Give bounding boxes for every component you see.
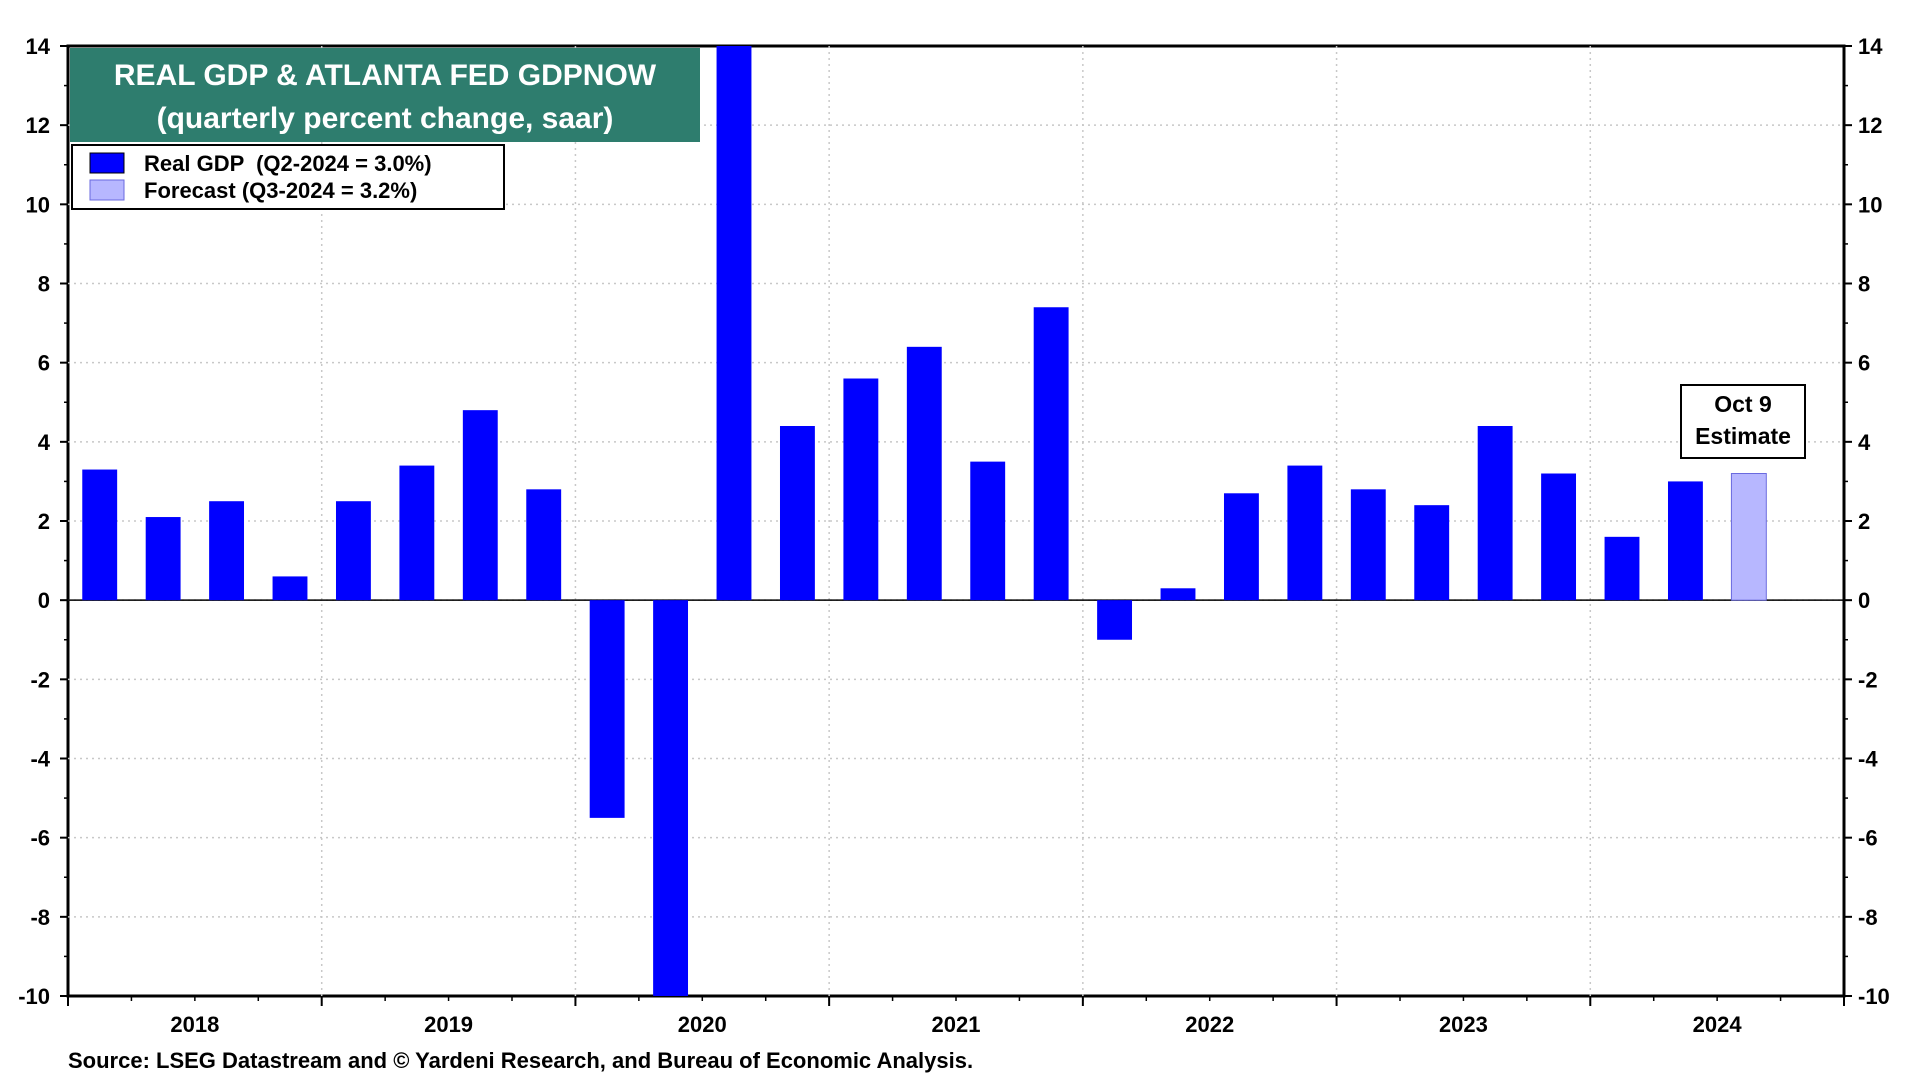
y-tick-label-right: 6 [1858, 351, 1870, 376]
y-tick-label-right: 10 [1858, 192, 1882, 217]
y-axis-ticks: 14 14 12 12 10 10 8 8 6 6 4 4 2 2 0 0 -2 -2 -4 -4 -6 -6 -8 -8 -1… [18, 34, 1890, 1009]
bar-real-gdp [970, 461, 1006, 601]
bar-real-gdp [335, 501, 371, 601]
y-tick-label-right: 4 [1858, 430, 1871, 455]
y-tick-label-left: 6 [38, 351, 50, 376]
x-year-label: 2018 [170, 1012, 219, 1037]
annotation-line-1: Oct 9 [1714, 391, 1772, 417]
bar-real-gdp [779, 426, 815, 601]
y-tick-label-right: -4 [1858, 747, 1878, 772]
bar-real-gdp [272, 576, 308, 601]
x-year-label: 2022 [1185, 1012, 1234, 1037]
bar-real-gdp [589, 600, 625, 818]
bar-real-gdp [653, 600, 689, 996]
bar-forecast [1730, 473, 1767, 601]
y-tick-label-right: 12 [1858, 113, 1882, 138]
y-tick-label-left: -10 [18, 984, 50, 1009]
x-year-label: 2024 [1693, 1012, 1743, 1037]
y-tick-label-left: -4 [30, 747, 50, 772]
x-year-label: 2020 [678, 1012, 727, 1037]
y-tick-label-right: -6 [1858, 826, 1878, 851]
bar-real-gdp [82, 469, 118, 601]
y-tick-label-left: 2 [38, 509, 50, 534]
y-tick-label-left: 10 [26, 192, 50, 217]
bar-real-gdp [1033, 307, 1069, 601]
bar-real-gdp [1541, 473, 1577, 601]
x-year-label: 2019 [424, 1012, 473, 1037]
source-note: Source: LSEG Datastream and © Yardeni Re… [68, 1048, 973, 1073]
bar-real-gdp [399, 465, 435, 601]
bar-real-gdp [1097, 600, 1133, 640]
y-tick-label-right: -8 [1858, 905, 1878, 930]
y-tick-label-left: 8 [38, 272, 50, 297]
bar-real-gdp [145, 517, 181, 601]
annotation-line-2: Estimate [1695, 423, 1791, 449]
bar-real-gdp [1414, 505, 1450, 601]
chart-subtitle: (quarterly percent change, saar) [157, 102, 614, 135]
bar-real-gdp [1667, 481, 1703, 601]
y-tick-label-left: -6 [30, 826, 50, 851]
x-axis-years: 2018 2019 2020 2021 2022 2023 2024 [67, 996, 1845, 1037]
legend: Real GDP (Q2-2024 = 3.0%) Forecast (Q3-2… [71, 144, 505, 210]
y-tick-label-right: -2 [1858, 667, 1878, 692]
legend-swatch-forecast [89, 179, 125, 201]
y-tick-label-right: 0 [1858, 588, 1870, 613]
bar-real-gdp [1160, 588, 1196, 601]
y-tick-label-right: 8 [1858, 272, 1870, 297]
y-tick-label-left: 14 [26, 34, 51, 59]
bar-real-gdp [1223, 493, 1259, 601]
legend-swatch-real-gdp [89, 152, 125, 174]
title-box: REAL GDP & ATLANTA FED GDPNOW (quarterly… [70, 48, 700, 142]
y-tick-label-right: -10 [1858, 984, 1890, 1009]
y-tick-label-right: 14 [1858, 34, 1883, 59]
bar-real-gdp [1350, 489, 1386, 601]
legend-label-real-gdp: Real GDP (Q2-2024 = 3.0%) [144, 151, 432, 176]
legend-box [71, 144, 505, 210]
legend-label-forecast: Forecast (Q3-2024 = 3.2%) [144, 178, 417, 203]
estimate-annotation: Oct 9 Estimate [1680, 384, 1806, 459]
bar-real-gdp [1477, 426, 1513, 601]
title-background [70, 48, 700, 142]
bar-real-gdp [526, 489, 562, 601]
y-tick-label-left: 4 [38, 430, 51, 455]
bars [82, 46, 1767, 996]
bar-real-gdp [843, 378, 879, 601]
bar-real-gdp [716, 46, 752, 601]
y-tick-label-left: 0 [38, 588, 50, 613]
y-tick-label-left: -8 [30, 905, 50, 930]
bar-real-gdp [462, 410, 498, 601]
y-tick-label-left: 12 [26, 113, 50, 138]
y-tick-label-left: -2 [30, 667, 50, 692]
chart-title: REAL GDP & ATLANTA FED GDPNOW [114, 59, 657, 92]
x-year-label: 2023 [1439, 1012, 1488, 1037]
bar-real-gdp [1287, 465, 1323, 601]
bar-real-gdp [1604, 536, 1640, 601]
x-year-label: 2021 [932, 1012, 981, 1037]
bar-real-gdp [906, 346, 942, 601]
y-tick-label-right: 2 [1858, 509, 1870, 534]
bar-real-gdp [209, 501, 245, 601]
annotation-box [1680, 384, 1806, 459]
